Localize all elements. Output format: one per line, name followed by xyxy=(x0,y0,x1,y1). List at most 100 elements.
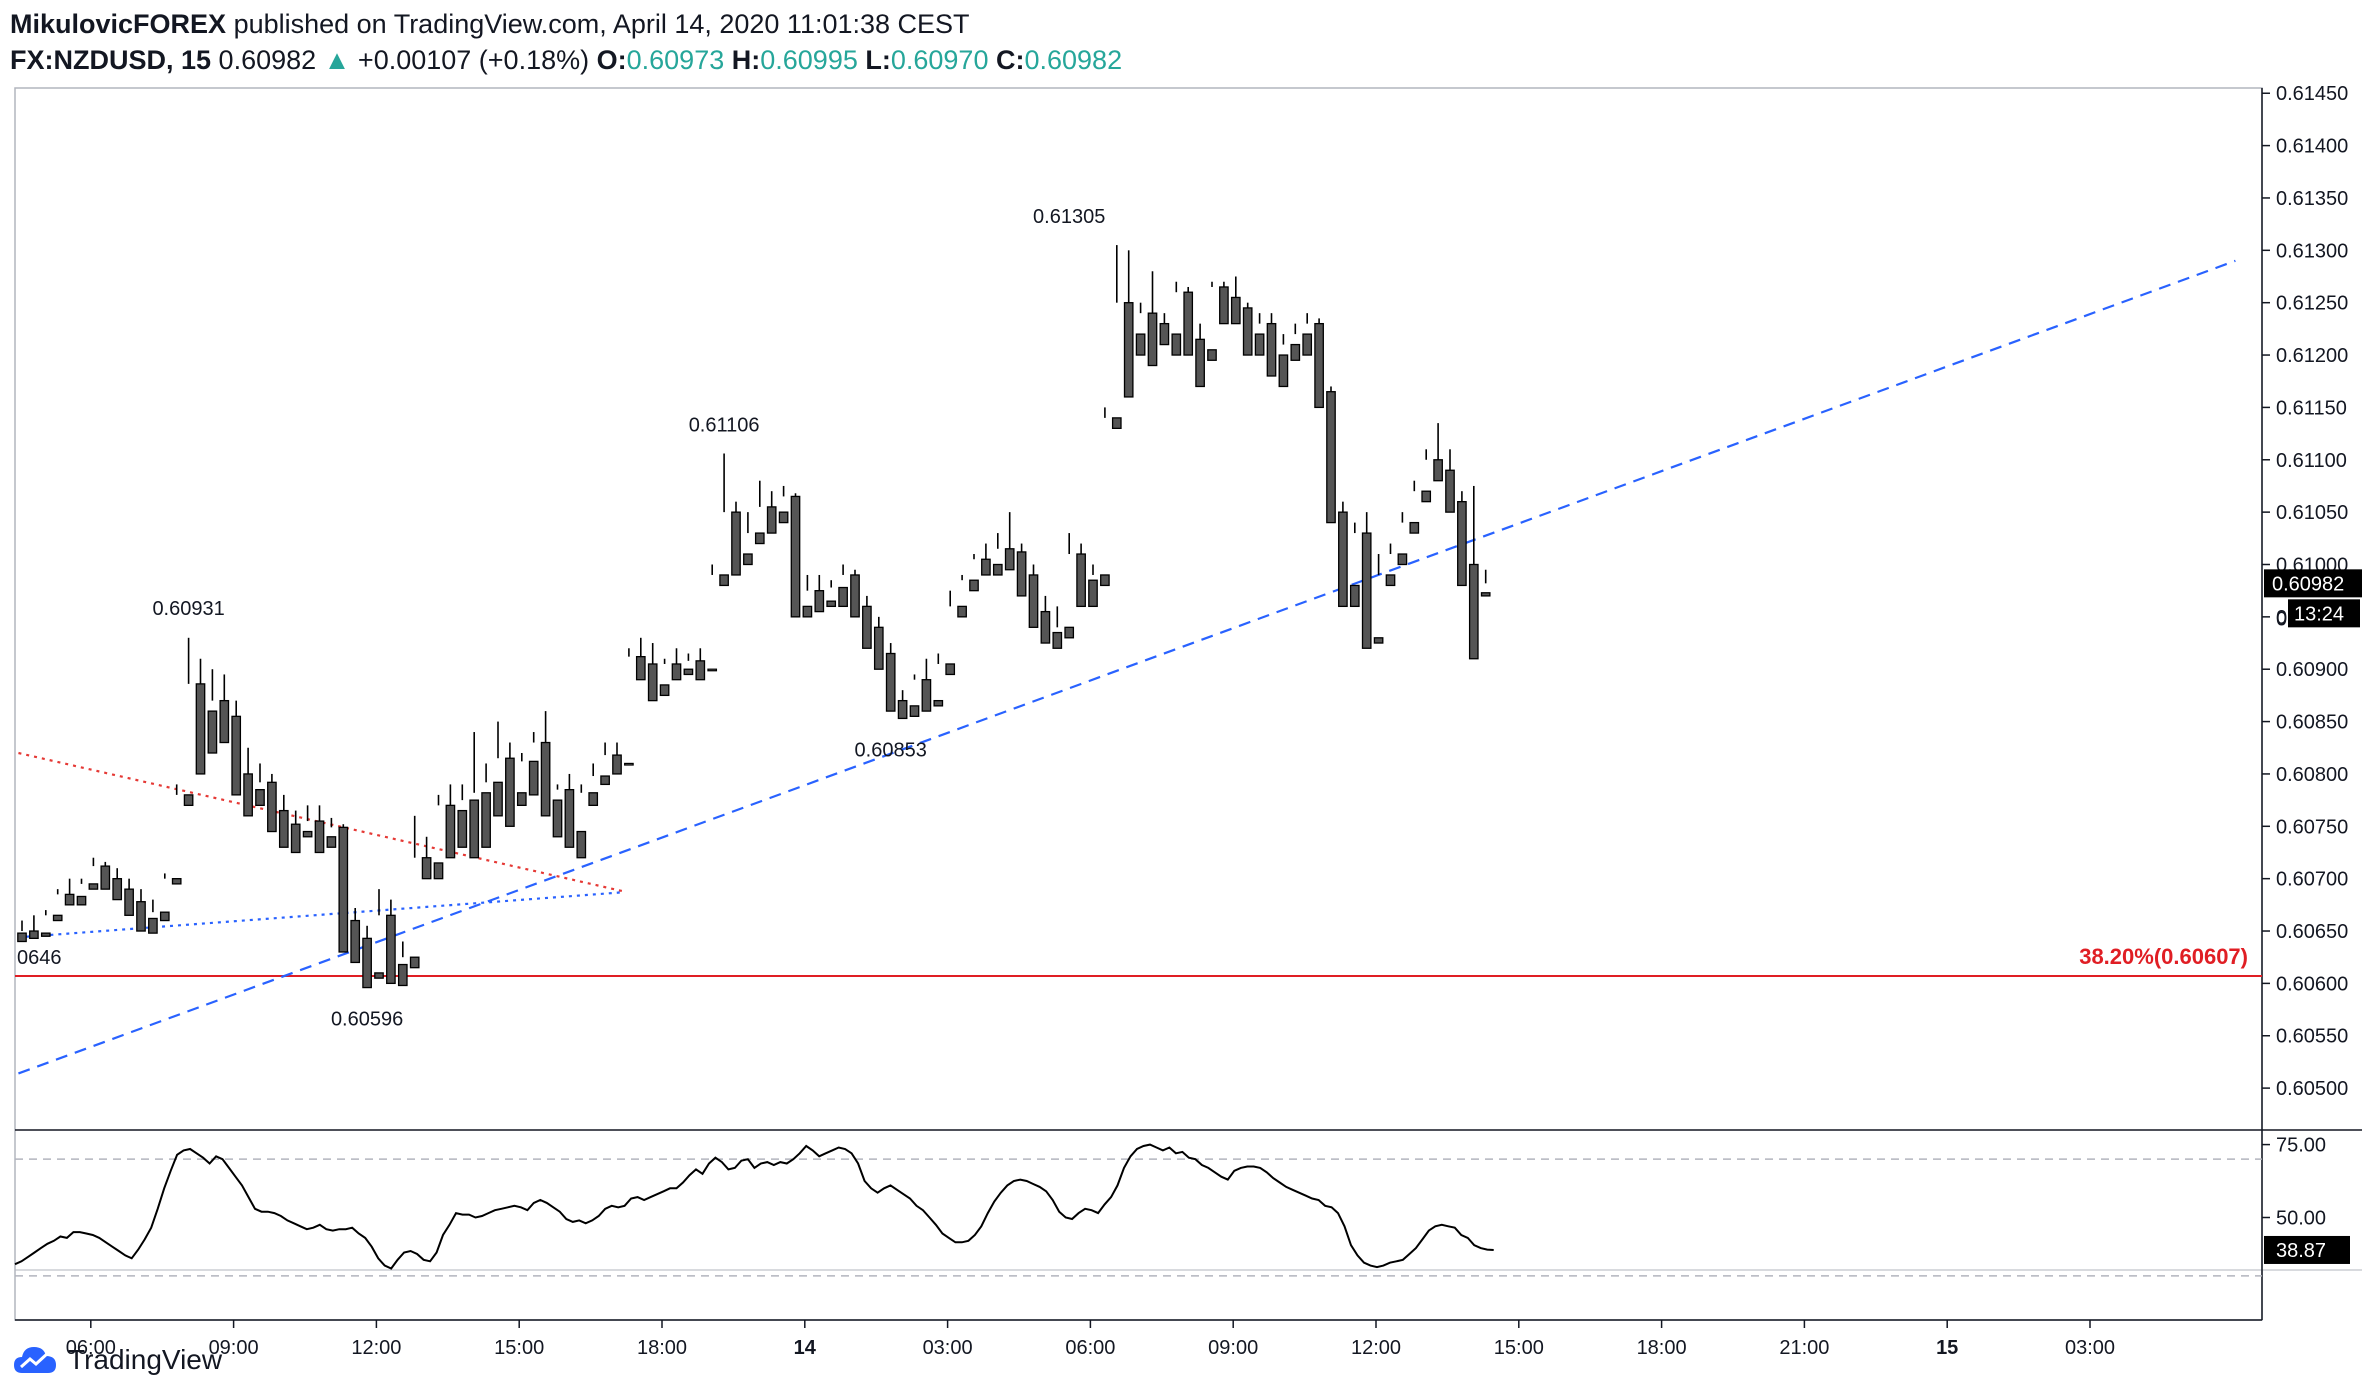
candle-body[interactable] xyxy=(838,586,848,608)
candle-body[interactable] xyxy=(671,663,682,681)
author-name[interactable]: MikulovicFOREX xyxy=(10,9,227,39)
candle-body[interactable] xyxy=(374,972,384,979)
candle-body[interactable] xyxy=(505,757,515,827)
candle-body[interactable] xyxy=(719,574,729,587)
candle-body[interactable] xyxy=(136,901,146,932)
candle-body[interactable] xyxy=(195,683,206,775)
candle-body[interactable] xyxy=(814,590,825,613)
candle-body[interactable] xyxy=(1147,312,1158,367)
candle-body[interactable] xyxy=(528,760,539,796)
candle-body[interactable] xyxy=(409,956,420,969)
candle-body[interactable] xyxy=(386,914,396,985)
candle-body[interactable] xyxy=(862,605,872,649)
tradingview-brand[interactable]: TradingView xyxy=(68,1344,223,1375)
candle-body[interactable] xyxy=(981,558,991,576)
candle-body[interactable] xyxy=(1349,584,1360,608)
candle-body[interactable] xyxy=(778,511,789,524)
tradingview-cloud-icon[interactable] xyxy=(12,1343,58,1377)
candle-body[interactable] xyxy=(1266,322,1277,377)
candle-body[interactable] xyxy=(552,799,563,838)
candle-body[interactable] xyxy=(314,820,325,854)
candle-body[interactable] xyxy=(52,914,63,922)
candle-body[interactable] xyxy=(1278,354,1289,388)
candle-body[interactable] xyxy=(326,836,337,848)
candle-body[interactable] xyxy=(588,792,599,807)
candle-body[interactable] xyxy=(1135,333,1146,356)
candle-body[interactable] xyxy=(1230,296,1241,325)
candle-body[interactable] xyxy=(957,605,967,618)
candle-body[interactable] xyxy=(17,932,27,943)
candle-body[interactable] xyxy=(29,930,39,940)
candle-body[interactable] xyxy=(1040,610,1051,644)
candle-body[interactable] xyxy=(802,605,813,618)
candle-body[interactable] xyxy=(1480,592,1491,597)
candle-body[interactable] xyxy=(207,710,218,754)
candle-body[interactable] xyxy=(516,792,527,807)
candle-body[interactable] xyxy=(1171,333,1182,356)
candle-body[interactable] xyxy=(683,668,694,676)
candle-body[interactable] xyxy=(350,919,361,964)
candle-body[interactable] xyxy=(1421,490,1432,503)
candle-body[interactable] xyxy=(624,762,634,766)
candle-body[interactable] xyxy=(1397,553,1408,566)
candle-body[interactable] xyxy=(1100,574,1110,587)
candle-body[interactable] xyxy=(183,794,194,807)
dashed-uptrend-line[interactable] xyxy=(18,259,2236,1075)
candle-body[interactable] xyxy=(766,506,777,534)
candle-body[interactable] xyxy=(481,792,491,848)
candle-body[interactable] xyxy=(1088,579,1098,608)
candle-body[interactable] xyxy=(1016,551,1027,597)
candle-body[interactable] xyxy=(1433,459,1443,482)
symbol-label[interactable]: FX:NZDUSD, 15 xyxy=(10,45,212,75)
candle-body[interactable] xyxy=(909,705,920,717)
candle-body[interactable] xyxy=(885,652,896,712)
candle-body[interactable] xyxy=(1242,307,1253,356)
candle-body[interactable] xyxy=(1290,343,1301,361)
candle-body[interactable] xyxy=(1052,631,1063,649)
candle-body[interactable] xyxy=(1361,532,1372,649)
blue-dotted-support-line[interactable] xyxy=(18,891,624,939)
candle-body[interactable] xyxy=(945,663,956,676)
candle-body[interactable] xyxy=(647,663,658,702)
candle-body[interactable] xyxy=(338,826,349,953)
candle-body[interactable] xyxy=(1326,391,1336,524)
candle-body[interactable] xyxy=(302,830,313,838)
candle-body[interactable] xyxy=(159,911,170,922)
candle-body[interactable] xyxy=(933,699,944,707)
candle-body[interactable] xyxy=(421,857,432,880)
candle-body[interactable] xyxy=(231,715,242,796)
candle-body[interactable] xyxy=(469,799,480,859)
candle-body[interactable] xyxy=(921,679,932,712)
candle-body[interactable] xyxy=(457,809,468,848)
candle-body[interactable] xyxy=(1004,548,1015,571)
candle-body[interactable] xyxy=(171,878,182,885)
candle-body[interactable] xyxy=(243,773,253,817)
candle-body[interactable] xyxy=(1302,333,1313,356)
candle-body[interactable] xyxy=(600,775,610,786)
candle-body[interactable] xyxy=(290,823,301,854)
candle-body[interactable] xyxy=(576,830,587,859)
candle-body[interactable] xyxy=(1028,574,1039,628)
candle-body[interactable] xyxy=(1183,291,1194,356)
candle-body[interactable] xyxy=(1385,574,1396,587)
candle-body[interactable] xyxy=(100,865,111,890)
candle-body[interactable] xyxy=(255,788,265,807)
candle-body[interactable] xyxy=(493,781,503,817)
candle-body[interactable] xyxy=(1338,511,1348,608)
candle-body[interactable] xyxy=(433,862,444,880)
candle-body[interactable] xyxy=(1207,349,1217,361)
candle-body[interactable] xyxy=(278,809,289,848)
candle-body[interactable] xyxy=(969,579,979,592)
candle-body[interactable] xyxy=(1195,338,1205,388)
candle-body[interactable] xyxy=(40,932,51,937)
candle-body[interactable] xyxy=(1064,626,1075,639)
candle-body[interactable] xyxy=(1076,553,1086,608)
candle-body[interactable] xyxy=(564,788,575,848)
candle-body[interactable] xyxy=(897,699,908,720)
candle-body[interactable] xyxy=(1219,286,1229,325)
candle-body[interactable] xyxy=(267,781,277,833)
candle-body[interactable] xyxy=(873,626,884,670)
candle-body[interactable] xyxy=(850,574,860,618)
candle-body[interactable] xyxy=(1254,333,1265,356)
candle-body[interactable] xyxy=(992,563,1003,576)
